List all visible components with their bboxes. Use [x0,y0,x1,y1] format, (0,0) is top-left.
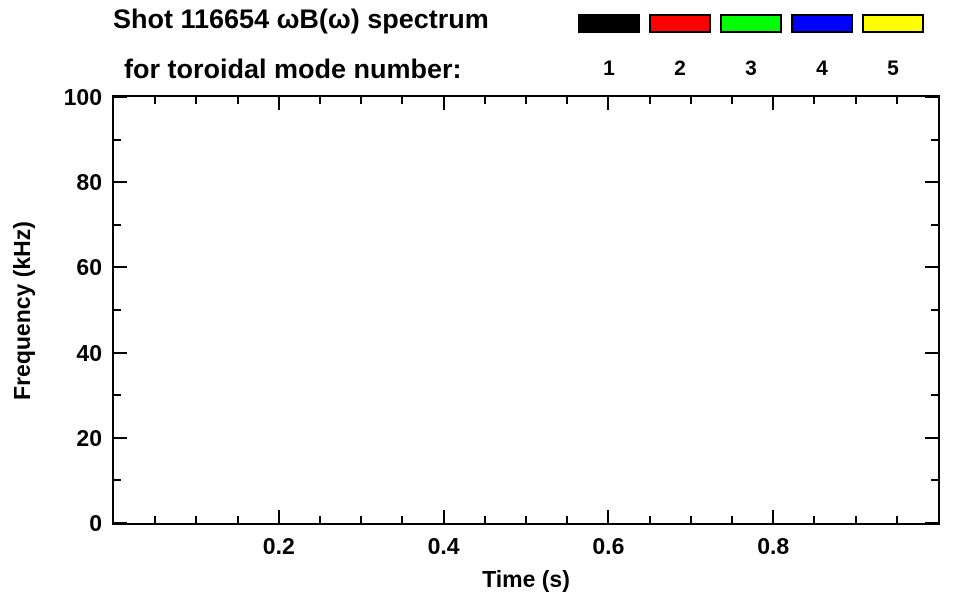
y-major-tick [925,436,938,439]
y-major-tick [114,436,127,439]
x-tick-label: 0.4 [427,533,460,559]
plot-area: 0 20 40 60 80 100 0.2 0.4 0.6 0.8 [64,84,940,559]
y-major-tick [114,351,127,354]
y-major-tick [925,522,938,524]
x-minor-tick [895,97,898,104]
y-axis-title-text: Frequency (kHz) [8,220,35,400]
x-minor-tick [648,97,651,104]
y-tick-label: 20 [76,424,102,451]
legend-swatch-n1 [578,14,640,33]
x-major-tick [442,510,445,523]
legend-labels: 1 2 3 4 5 [578,57,924,81]
y-minor-tick [114,309,121,311]
x-minor-tick [731,516,733,523]
y-minor-tick [931,223,938,226]
x-minor-tick [319,97,321,104]
x-major-tick [772,97,775,110]
x-minor-tick [154,97,157,104]
y-minor-tick [931,479,938,482]
x-tick-label: 0.6 [592,533,625,559]
y-minor-tick [114,479,121,482]
legend-label-n4: 4 [816,57,828,80]
legend-swatches [578,14,924,33]
x-minor-tick [813,516,816,523]
x-minor-tick [195,516,198,523]
y-axis-title: Frequency (kHz) [4,95,40,525]
legend-swatch-n3 [720,14,782,33]
x-minor-tick [566,516,569,523]
y-minor-tick [931,138,938,141]
x-major-tick [607,510,610,523]
x-minor-tick [731,97,733,104]
x-minor-tick [566,97,569,104]
y-tick-label: 60 [76,254,102,281]
y-major-tick [925,266,938,269]
x-minor-tick [854,516,857,523]
x-major-tick [442,97,445,110]
y-tick-label: 40 [76,339,102,366]
legend-label-n3: 3 [745,57,757,80]
x-minor-tick [236,97,239,104]
x-minor-tick [236,516,239,523]
y-major-tick [925,181,938,184]
x-minor-tick [895,516,898,523]
x-minor-tick [689,516,692,523]
x-minor-tick [648,516,651,523]
y-major-tick [925,351,938,354]
x-minor-tick [854,97,857,104]
legend-label-n1: 1 [603,57,615,80]
y-major-tick [114,96,127,98]
x-tick-label: 0.8 [757,533,790,559]
y-minor-tick [931,309,938,311]
y-major-tick [114,522,127,524]
y-major-tick [114,266,127,269]
y-tick-label: 100 [63,84,102,110]
x-minor-tick [154,516,157,523]
x-minor-tick [319,516,321,523]
x-minor-tick [195,97,198,104]
x-minor-tick [360,516,363,523]
y-major-tick [925,96,938,98]
legend-swatch-n5 [862,14,924,33]
x-major-tick [607,97,610,110]
legend-swatch-n4 [791,14,853,33]
y-minor-tick [931,394,938,397]
y-tick-label: 0 [89,510,102,536]
y-tick-label: 80 [76,169,102,196]
x-major-tick [277,510,280,523]
x-tick-label: 0.2 [262,533,295,559]
x-axis-title: Time (s) [482,566,570,592]
y-minor-tick [114,394,121,397]
x-minor-tick [401,516,404,523]
x-minor-tick [401,97,404,104]
legend-label-n5: 5 [887,57,899,80]
figure-title: Shot 116654 ωB(ω) spectrum [113,4,489,34]
y-minor-tick [114,223,121,226]
y-major-tick [114,181,127,184]
x-minor-tick [689,97,692,104]
x-major-tick [772,510,775,523]
y-minor-tick [114,138,121,141]
legend-swatch-n2 [649,14,711,33]
x-minor-tick [813,97,816,104]
x-minor-tick [483,97,486,104]
x-minor-tick [525,97,527,104]
x-major-tick [277,97,280,110]
x-minor-tick [525,516,527,523]
figure-subtitle: for toroidal mode number: [124,54,462,84]
legend-label-n2: 2 [674,57,686,80]
x-minor-tick [483,516,486,523]
x-minor-tick [360,97,363,104]
